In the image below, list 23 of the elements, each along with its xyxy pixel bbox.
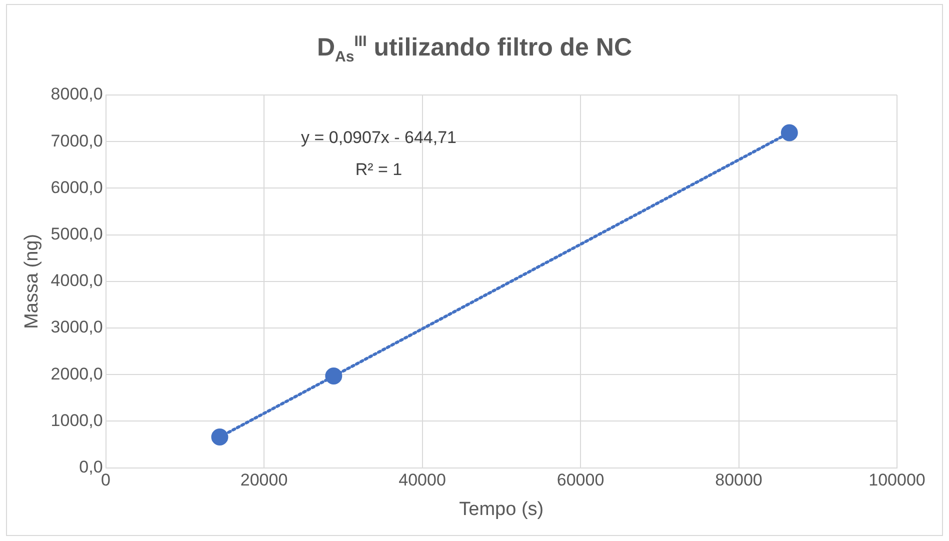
x-tick-label: 20000	[240, 470, 288, 490]
y-tick-label: 5000,0	[50, 224, 103, 244]
x-tick-label: 60000	[556, 470, 604, 490]
point	[780, 124, 798, 142]
x-tick-label: 40000	[398, 470, 446, 490]
annotation: y = 0,0907x - 644,71	[301, 128, 457, 147]
x-tick-label: 80000	[715, 470, 762, 490]
x-tick-label: 0	[101, 470, 111, 490]
y-tick-label: 4000,0	[50, 271, 103, 290]
chart-title: D$_{As}$$^{III}$ utilizando filtro de NC	[316, 33, 634, 66]
y-tick-label: 1000,0	[50, 410, 103, 430]
point	[325, 368, 342, 384]
y-tick-label: 7000,0	[50, 131, 103, 150]
y-axis-title: Massa (ng)	[22, 234, 43, 329]
y-tick-label: 2000,0	[50, 364, 103, 384]
y-tick-label: 8000,0	[50, 84, 103, 104]
y-tick-label: 3000,0	[50, 318, 103, 337]
y-tick-label: 0,0	[79, 457, 103, 476]
y-tick-label: 6000,0	[50, 178, 103, 197]
point	[211, 428, 228, 446]
x-axis-title: Tempo (s)	[459, 498, 544, 520]
annotation: R² = 1	[355, 160, 402, 179]
x-tick-label: 100000	[868, 470, 926, 490]
